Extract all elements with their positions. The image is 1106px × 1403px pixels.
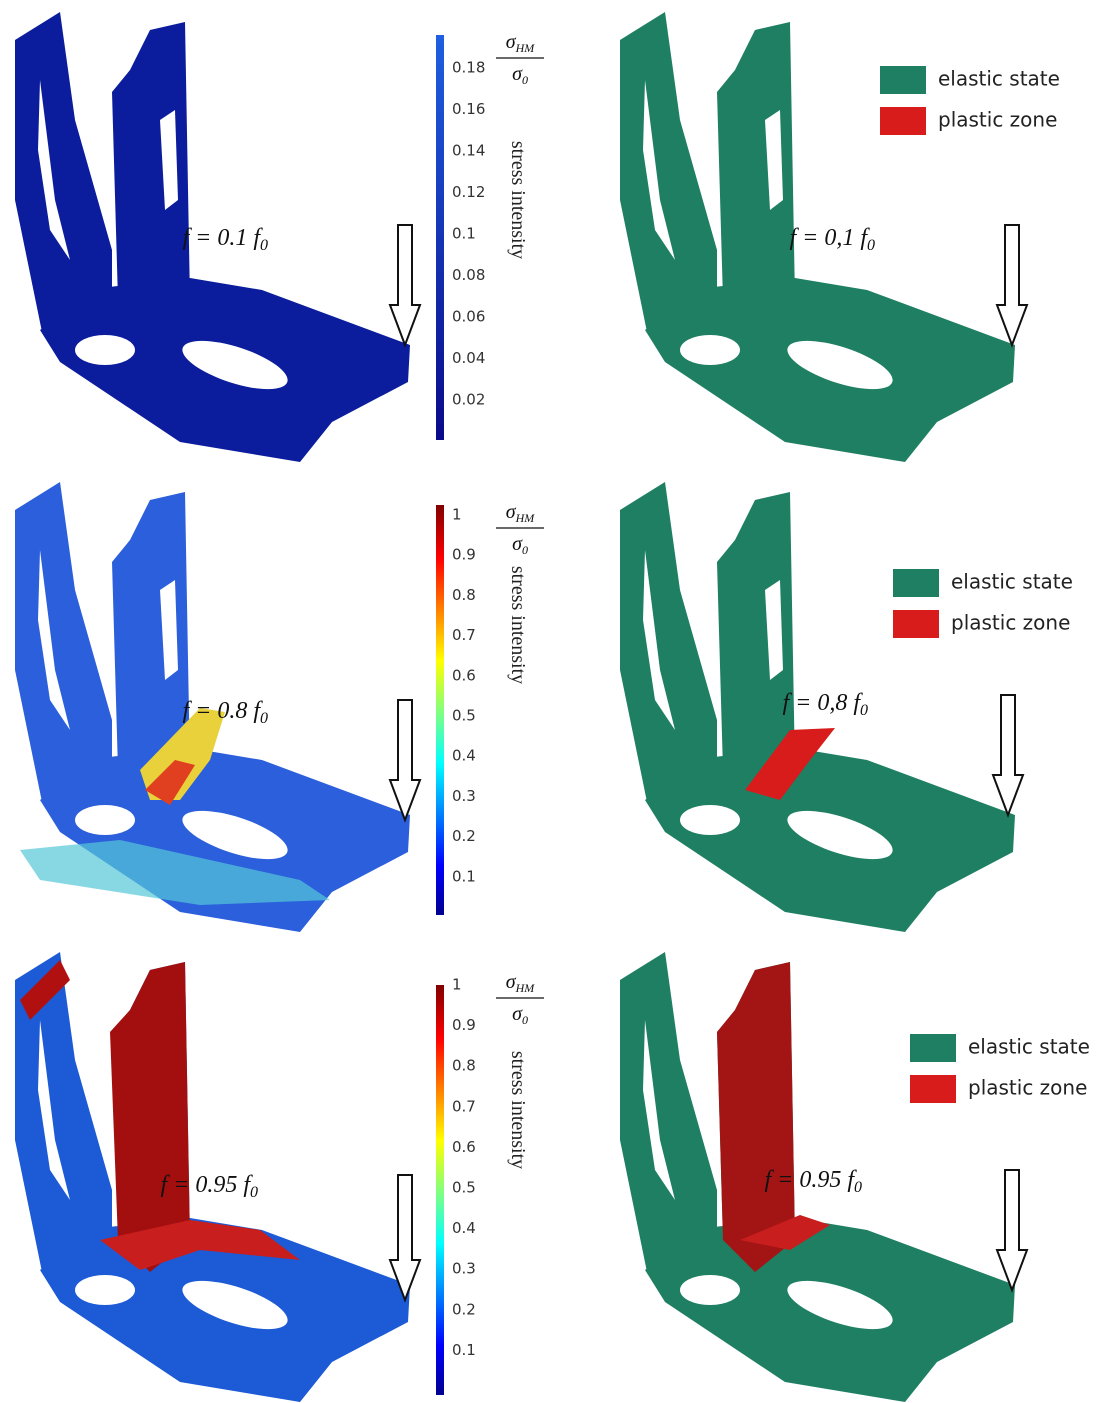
legend-label: plastic zone (951, 611, 1070, 635)
sigma-subscript: 0 (522, 1013, 528, 1027)
colorbar-tick-label: 0.14 (452, 142, 485, 160)
colorbar-tick-label: 0.12 (452, 183, 485, 201)
figure: 0.18 0.16 0.14 0.12 0.1 0.08 0.06 0.04 0.02 σHM σ0… (0, 0, 1106, 1403)
sigma-subscript: HM (515, 981, 536, 995)
colorbar (436, 35, 444, 440)
colorbar-title: stress intensity (507, 1051, 529, 1169)
colorbar-tick-label: 0.2 (452, 1300, 476, 1318)
colorbar-tick-label: 0.06 (452, 308, 485, 326)
colorbar-tick-label: 0.1 (452, 225, 476, 243)
colorbar-tick-label: 0.7 (452, 626, 476, 644)
load-arrow (997, 225, 1027, 345)
colorbar-tick-label: 0.2 (452, 827, 476, 845)
colorbar-tick-label: 0.16 (452, 100, 485, 118)
load-subscript: 0 (854, 1179, 862, 1196)
load-text: f = 0,8 f (782, 690, 863, 716)
colorbar (436, 505, 444, 915)
legend-swatch (893, 569, 939, 597)
load-subscript: 0 (260, 237, 268, 254)
colorbar-tick-label: 0.08 (452, 266, 485, 284)
legend-label: elastic state (951, 570, 1073, 594)
sigma-numerator: σHM (506, 501, 536, 525)
colorbar-title: stress intensity (507, 141, 529, 259)
load-text: f = 0,1 f (789, 225, 870, 251)
colorbar-tick-label: 0.9 (452, 546, 476, 564)
load-subscript: 0 (250, 1184, 258, 1201)
load-text: f = 0.95 f (160, 1172, 253, 1198)
legend-label: plastic zone (968, 1076, 1087, 1100)
load-label: f = 0.8 f0 (182, 698, 268, 727)
colorbar-tick-label: 0.3 (452, 1260, 476, 1278)
sigma-denominator: σ0 (512, 533, 528, 557)
colorbar-tick-label: 0.02 (452, 391, 485, 409)
legend-swatch (893, 610, 939, 638)
colorbar-tick-label: 0.5 (452, 1179, 476, 1197)
legend-label: elastic state (938, 67, 1060, 91)
colorbar-tick-label: 0.4 (452, 747, 476, 765)
colorbar-tick-label: 0.6 (452, 666, 476, 684)
colorbar-tick-label: 0.8 (452, 586, 476, 604)
colorbar (436, 985, 444, 1395)
colorbar-title: stress intensity (507, 566, 529, 684)
load-text: f = 0.1 f (182, 225, 263, 251)
legend-label: plastic zone (938, 108, 1057, 132)
sigma-subscript: 0 (522, 73, 528, 87)
colorbar-tick-label: 0.7 (452, 1097, 476, 1115)
legend-label: elastic state (968, 1035, 1090, 1059)
colorbar-tick-label: 0.04 (452, 349, 485, 367)
load-arrow (997, 1170, 1027, 1290)
load-subscript: 0 (867, 237, 875, 254)
sigma-subscript: HM (515, 511, 536, 525)
legend-swatch (880, 66, 926, 94)
colorbar-tick-label: 0.9 (452, 1016, 476, 1034)
colorbar-tick-label: 0.5 (452, 707, 476, 725)
sigma-subscript: HM (515, 41, 536, 55)
colorbar-tick-label: 0.6 (452, 1138, 476, 1156)
legend-swatch (910, 1034, 956, 1062)
load-label: f = 0,1 f0 (789, 225, 875, 254)
load-arrow (993, 695, 1023, 815)
colorbar-tick-label: 0.18 (452, 59, 485, 77)
colorbar-tick-label: 0.1 (452, 1341, 476, 1359)
sigma-subscript: 0 (522, 543, 528, 557)
load-text: f = 0.95 f (764, 1167, 857, 1193)
load-label: f = 0.95 f0 (160, 1172, 258, 1201)
load-label: f = 0.1 f0 (182, 225, 268, 254)
load-label: f = 0,8 f0 (782, 690, 868, 719)
colorbar-tick-label: 0.1 (452, 867, 476, 885)
sigma-denominator: σ0 (512, 1003, 528, 1027)
sigma-numerator: σHM (506, 971, 536, 995)
sigma-denominator: σ0 (512, 63, 528, 87)
load-arrow (390, 225, 420, 345)
load-label: f = 0.95 f0 (764, 1167, 862, 1196)
colorbar-tick-label: 1 (452, 976, 462, 994)
colorbar-tick-label: 1 (452, 506, 462, 524)
load-subscript: 0 (260, 710, 268, 727)
load-arrow (390, 700, 420, 820)
legend-swatch (910, 1075, 956, 1103)
legend-swatch (880, 107, 926, 135)
sigma-numerator: σHM (506, 31, 536, 55)
load-subscript: 0 (860, 702, 868, 719)
load-text: f = 0.8 f (182, 698, 263, 724)
colorbar-tick-label: 0.4 (452, 1219, 476, 1237)
colorbar-tick-label: 0.3 (452, 787, 476, 805)
colorbar-tick-label: 0.8 (452, 1057, 476, 1075)
